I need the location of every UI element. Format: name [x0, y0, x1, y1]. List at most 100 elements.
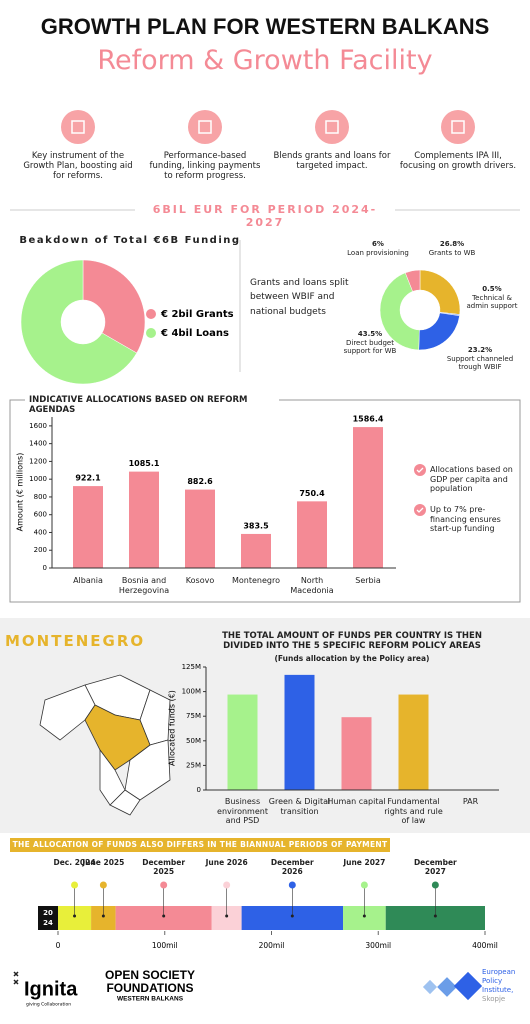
- chart-subtitle: (Funds allocation by the Policy area): [274, 654, 430, 663]
- logo: WESTERN BALKANS: [117, 996, 184, 1003]
- note-check: [416, 507, 424, 513]
- x-tick-label: Green & Digital transition: [268, 797, 331, 816]
- logo: European: [482, 968, 515, 976]
- value-label: 1085.1: [129, 459, 160, 468]
- feature-text: Key instrument of the Growth Plan, boost…: [23, 151, 133, 182]
- banner: 6BIL EUR FOR PERIOD 2024-2027: [152, 203, 378, 230]
- logo: Ignita: [24, 978, 78, 1000]
- badge-text: 24: [43, 919, 53, 927]
- pin-head: [223, 881, 231, 889]
- pie-slice: [419, 269, 461, 315]
- x-tick-label: 100mil: [152, 941, 178, 950]
- x-tick-label: 200mil: [259, 941, 285, 950]
- value-label: 750.4: [299, 489, 325, 498]
- x-tick-label: 300mil: [365, 941, 391, 950]
- x-tick-label: PAR: [462, 797, 479, 806]
- period-label: June 2026: [205, 858, 248, 867]
- bar: [297, 501, 327, 568]
- x-tick-label: Human capital: [327, 797, 386, 806]
- badge-text: 20: [43, 909, 53, 917]
- x-tick-label: 400mil: [472, 941, 498, 950]
- value-label: 1586.4: [353, 415, 384, 424]
- section-title: MONTENEGRO: [5, 632, 146, 650]
- pin-head: [99, 881, 107, 889]
- bar: [227, 694, 258, 790]
- subtitle: Reform & Growth Facility: [97, 45, 433, 76]
- bar: [398, 694, 429, 790]
- footer-logo-icons: [13, 971, 483, 1001]
- pin-head: [360, 881, 368, 889]
- x-tick-label: Bosnia and Herzegovina: [118, 576, 170, 595]
- bar: [341, 717, 372, 790]
- logo: Institute,: [482, 986, 513, 994]
- slice-value: 6%: [372, 240, 384, 248]
- feature-glyph: [198, 120, 212, 134]
- title-band: [10, 838, 390, 852]
- chart-title: INDICATIVE ALLOCATIONS BASED ON REFORM A…: [25, 395, 279, 416]
- pin-dot: [225, 914, 229, 918]
- value-label: 882.6: [187, 477, 213, 486]
- map: [39, 674, 171, 816]
- note: Allocations based on GDP per capita and …: [430, 465, 513, 494]
- logo-tagline: giving Collaboration: [26, 1002, 71, 1008]
- slice-label: Loan provisioning: [347, 249, 409, 257]
- feature-icon: [315, 110, 349, 144]
- feature-glyph: [325, 120, 339, 134]
- x-tick-label: North Macedonia: [290, 576, 334, 595]
- period-label: June 2027: [343, 858, 386, 867]
- pie-slice: [82, 259, 146, 354]
- pie-slice: [404, 269, 421, 292]
- x-tick-label: 0: [56, 941, 61, 950]
- logo: FOUNDATIONS: [106, 981, 193, 995]
- x-tick-label: Albania: [73, 576, 103, 585]
- legend-marker: [146, 328, 156, 338]
- period-label: December 2025: [142, 858, 186, 876]
- period-label: June 2025: [82, 858, 125, 867]
- bar: [73, 486, 103, 568]
- y-tick-label: 1400: [29, 440, 47, 448]
- y-tick-label: 1600: [29, 422, 47, 430]
- y-tick-label: 100M: [182, 688, 201, 696]
- pin-dot: [362, 914, 366, 918]
- logo: OPEN SOCIETY: [105, 968, 195, 982]
- pin-dot: [162, 914, 166, 918]
- slice-label: Grants to WB: [428, 249, 476, 257]
- chart-title: THE TOTAL AMOUNT OF FUNDS PER COUNTRY IS…: [222, 631, 482, 652]
- annotation: Grants and loans split between WBIF and …: [250, 278, 349, 317]
- y-tick-label: 600: [34, 511, 47, 519]
- x-tick-label: Kosovo: [185, 576, 215, 585]
- period-label: December 2027: [413, 858, 457, 876]
- legend-label: € 4bil Loans: [160, 328, 229, 339]
- pie-slice: [418, 312, 460, 351]
- slice-value: 0.5%: [482, 285, 502, 293]
- feature-icon: [61, 110, 95, 144]
- value-label: 922.1: [75, 474, 101, 483]
- pin-head: [288, 881, 296, 889]
- x-tick-label: Business environment and PSD: [217, 797, 268, 826]
- pie-slice: [379, 272, 420, 351]
- pin-head: [431, 881, 439, 889]
- feature-text: Performance-based funding, linking payme…: [149, 151, 261, 182]
- feature-glyph: [451, 120, 465, 134]
- x-tick-label: Serbia: [355, 576, 381, 585]
- chart-title: THE ALLOCATION OF FUNDS ALSO DIFFERS IN …: [12, 840, 388, 849]
- y-tick-label: 200: [34, 546, 47, 554]
- period-label: December 2026: [270, 858, 314, 876]
- y-tick-label: 25M: [186, 761, 201, 769]
- bar: [353, 427, 383, 568]
- slice-label: Support channeled trough WBIF: [446, 355, 514, 372]
- slice-label: Technical & admin support: [466, 294, 518, 311]
- legend-marker: [146, 309, 156, 319]
- y-axis-label: Amount (€ millions): [16, 453, 25, 532]
- pie-slice: [20, 259, 138, 385]
- y-tick-label: 800: [34, 493, 47, 501]
- y-axis-label: Allocated funds (€): [168, 690, 177, 766]
- legend-label: € 2bil Grants: [160, 309, 234, 320]
- bar: [284, 674, 315, 790]
- y-tick-label: 0: [197, 786, 201, 794]
- feature-text: Complements IPA III, focusing on growth …: [399, 151, 517, 172]
- x-tick-label: Montenegro: [231, 576, 280, 585]
- pin-head: [71, 881, 79, 889]
- bar: [129, 471, 159, 568]
